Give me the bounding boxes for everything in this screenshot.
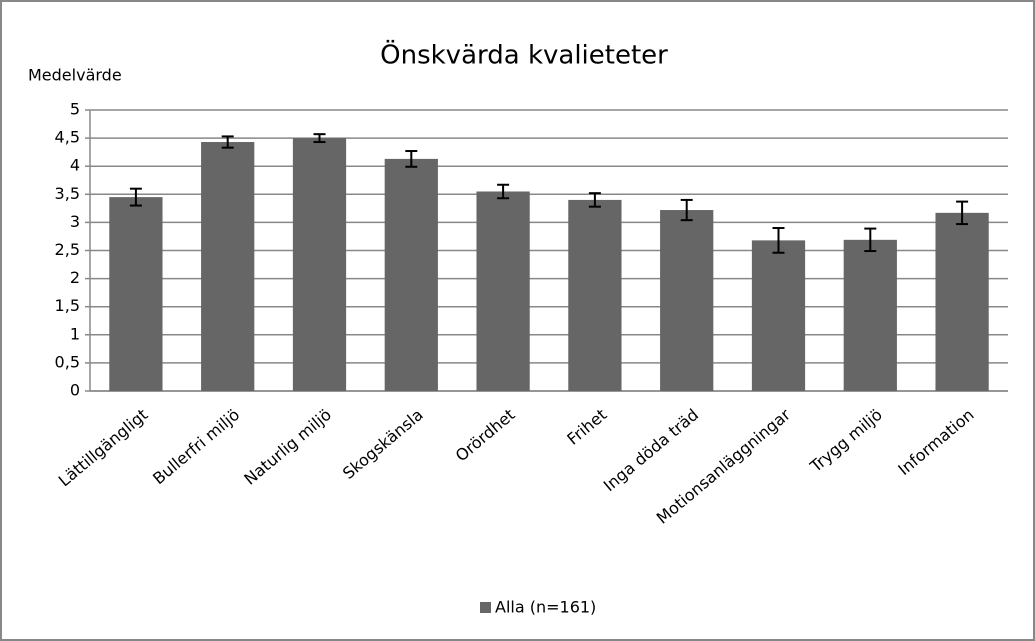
bar <box>476 191 530 391</box>
error-bar <box>405 150 418 168</box>
bar <box>660 210 714 391</box>
y-tick-label: 4,5 <box>55 128 80 147</box>
error-bar <box>680 198 693 222</box>
y-tick-label: 3 <box>70 212 80 231</box>
y-tick-label: 3,5 <box>55 184 80 203</box>
error-bar <box>221 135 234 149</box>
bar <box>568 199 622 391</box>
error-bar <box>772 227 785 254</box>
y-tick-label: 5 <box>70 100 80 119</box>
y-tick-label: 0 <box>70 381 80 400</box>
y-axis-label: Medelvärde <box>28 66 122 85</box>
legend-swatch <box>480 602 491 613</box>
y-tick-label: 2 <box>70 268 80 287</box>
y-tick-label: 0,5 <box>55 352 80 371</box>
bar <box>201 142 255 391</box>
error-bar <box>864 227 877 253</box>
bar <box>384 158 438 391</box>
error-bar <box>497 183 510 200</box>
error-bar <box>588 192 601 208</box>
chart-title: Önskvärda kvalieteter <box>380 39 668 71</box>
legend-label: Alla (n=161) <box>495 598 596 617</box>
bar <box>751 240 806 391</box>
error-bar <box>313 133 326 144</box>
y-tick-label: 4 <box>70 156 80 175</box>
bar <box>292 138 347 391</box>
y-tick-label: 1 <box>70 324 80 343</box>
bar <box>843 239 897 391</box>
bar <box>109 197 163 391</box>
bar <box>935 212 989 391</box>
y-tick-label: 2,5 <box>55 240 80 259</box>
error-bar <box>956 200 969 226</box>
error-bar <box>129 187 142 207</box>
y-tick-label: 1,5 <box>55 296 80 315</box>
